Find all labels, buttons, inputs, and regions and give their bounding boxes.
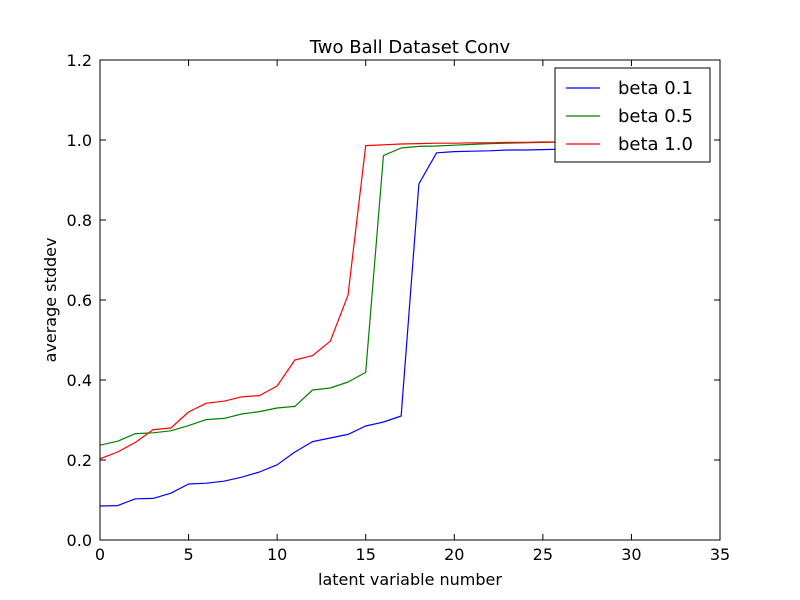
x-tick-label: 15 <box>356 545 376 564</box>
x-tick-label: 20 <box>444 545 464 564</box>
y-tick-label: 0.6 <box>67 291 92 310</box>
x-axis-label: latent variable number <box>318 570 502 589</box>
legend-box <box>554 67 711 163</box>
series-line-beta-1-0 <box>100 140 650 460</box>
x-tick-label: 35 <box>710 545 730 564</box>
y-tick-label: 0.8 <box>67 211 92 230</box>
series-line-beta-0-5 <box>100 140 650 446</box>
y-tick-label: 0.2 <box>67 451 92 470</box>
y-axis-label: average stddev <box>41 238 60 363</box>
x-tick-label: 5 <box>183 545 193 564</box>
x-tick-label: 0 <box>95 545 105 564</box>
x-axis-ticks: 0 5 10 15 20 25 30 35 <box>95 60 730 564</box>
legend: beta 0.1 beta 0.5 beta 1.0 <box>554 67 711 163</box>
y-tick-label: 1.2 <box>67 51 92 70</box>
legend-label: beta 0.5 <box>618 106 693 127</box>
legend-label: beta 1.0 <box>618 134 693 155</box>
chart-title: Two Ball Dataset Conv <box>309 37 511 58</box>
y-tick-label: 0.0 <box>67 531 92 550</box>
y-tick-label: 0.4 <box>67 371 92 390</box>
legend-label: beta 0.1 <box>618 78 693 99</box>
y-axis-ticks: 0.0 0.2 0.4 0.6 0.8 1.0 1.2 <box>67 51 720 550</box>
series-layer <box>100 140 650 507</box>
y-tick-label: 1.0 <box>67 131 92 150</box>
series-line-beta-0-1 <box>100 144 650 507</box>
x-tick-label: 25 <box>533 545 553 564</box>
x-tick-label: 10 <box>267 545 287 564</box>
x-tick-label: 30 <box>621 545 641 564</box>
